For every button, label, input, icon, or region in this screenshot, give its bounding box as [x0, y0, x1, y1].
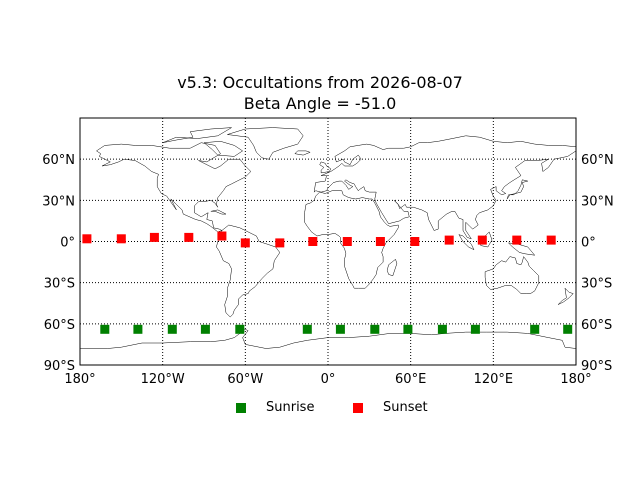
lat-tick-label-right: 30°S: [581, 277, 612, 292]
lon-tick-label: 60°W: [227, 372, 263, 387]
coastline-path: [458, 234, 475, 251]
sunset-marker: [375, 237, 385, 246]
sunset-marker: [477, 235, 487, 245]
sunrise-marker: [235, 324, 245, 334]
sunset-marker: [342, 237, 352, 246]
lon-tick-label: 0°: [321, 372, 336, 387]
sunset-marker: [217, 231, 227, 241]
sunrise-marker: [167, 324, 177, 334]
sunset-marker: [546, 235, 556, 245]
sunset-marker: [149, 232, 159, 242]
coastline-path: [319, 161, 332, 174]
lat-tick-label-right: 60°N: [581, 153, 614, 168]
map-frame: [79, 117, 577, 366]
sunset-marker: [512, 235, 522, 245]
sunrise-marker: [335, 324, 345, 334]
legend-item-sunset: Sunset: [353, 400, 428, 415]
lat-tick-label-right: 90°S: [581, 359, 612, 374]
sunset-marker: [410, 237, 420, 246]
coastline-path: [294, 150, 311, 156]
lat-tick-label-right: 0°: [581, 236, 596, 251]
legend-item-sunrise: Sunrise: [236, 400, 314, 415]
lat-tick-label-right: 30°N: [581, 194, 614, 209]
sunset-marker: [444, 235, 454, 245]
lat-tick-label-left: 30°S: [44, 277, 75, 292]
lat-tick-label-left: 0°: [60, 236, 75, 251]
sunset-marker: [116, 234, 126, 244]
lat-tick-label-left: 30°N: [42, 194, 75, 209]
lat-tick-label-left: 90°S: [44, 359, 75, 374]
sunrise-marker: [403, 324, 413, 334]
lon-tick-label: 120°E: [474, 372, 514, 387]
lat-tick-label-left: 60°N: [42, 153, 75, 168]
data-points: [82, 231, 573, 334]
chart-subtitle: Beta Angle = -51.0: [243, 94, 397, 113]
lon-tick-label: 180°: [560, 372, 591, 387]
coastline-path: [506, 179, 528, 200]
coastline-path: [313, 135, 577, 240]
legend-swatch-sunrise: [236, 402, 246, 413]
sunset-marker: [82, 234, 92, 244]
coastline-path: [304, 190, 399, 289]
lon-tick-label: 60°E: [395, 372, 426, 387]
sunset-marker: [184, 232, 194, 242]
coastline-path: [96, 142, 252, 233]
legend: Sunrise Sunset: [0, 400, 640, 420]
lat-tick-label-right: 60°S: [581, 318, 612, 333]
coastline-path: [484, 256, 540, 294]
coastline-path: [203, 141, 244, 157]
lat-tick-label-left: 60°S: [44, 318, 75, 333]
sunrise-marker: [470, 324, 480, 334]
sunset-marker: [275, 238, 285, 248]
sunset-marker: [308, 237, 318, 246]
coastline-path: [162, 127, 232, 143]
tick-labels: 180° 120°W 60°W 0° 60°E 120°E 180° 60°N 60°N 30°N…: [42, 153, 614, 387]
sunrise-marker: [563, 324, 573, 334]
coastlines: [80, 127, 577, 349]
coastline-path: [210, 209, 227, 215]
sunrise-marker: [530, 324, 540, 334]
legend-label-sunrise: Sunrise: [266, 400, 315, 415]
sunrise-marker: [200, 324, 210, 334]
legend-label-sunset: Sunset: [383, 400, 428, 415]
coastline-path: [227, 127, 304, 160]
coastline-path: [216, 224, 281, 318]
sunrise-marker: [100, 324, 110, 334]
legend-swatch-sunset: [353, 402, 363, 413]
coastline-path: [386, 258, 398, 277]
coastline-path: [557, 288, 574, 305]
sunrise-marker: [133, 324, 143, 334]
lon-tick-label: 180°: [64, 372, 95, 387]
coastline-path: [508, 242, 536, 256]
coastline-path: [80, 329, 577, 349]
sunrise-marker: [302, 324, 312, 334]
chart-title: v5.3: Occultations from 2026-08-07: [177, 73, 463, 92]
sunrise-marker: [437, 324, 447, 334]
sunset-marker: [240, 238, 250, 248]
sunrise-marker: [370, 324, 380, 334]
lon-tick-label: 120°W: [141, 372, 185, 387]
